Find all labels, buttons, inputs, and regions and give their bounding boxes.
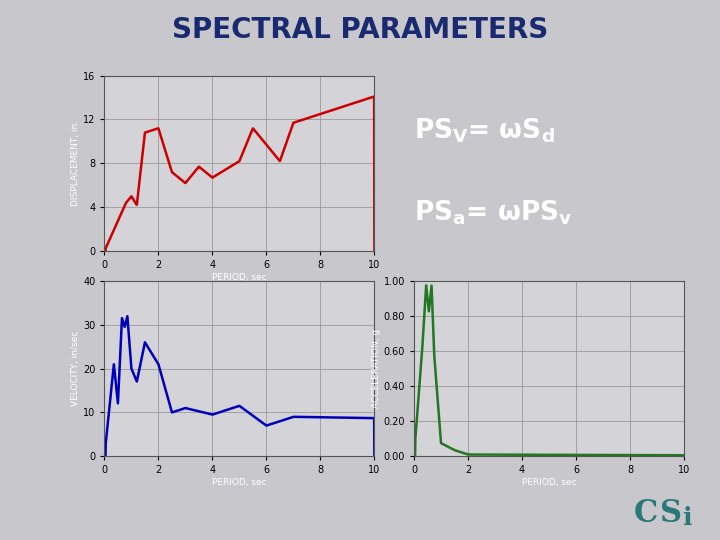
X-axis label: PERIOD, sec: PERIOD, sec bbox=[212, 478, 266, 487]
Y-axis label: DISPLACEMENT, in.: DISPLACEMENT, in. bbox=[71, 120, 80, 206]
X-axis label: PERIOD, sec: PERIOD, sec bbox=[522, 478, 576, 487]
Text: SPECTRAL PARAMETERS: SPECTRAL PARAMETERS bbox=[172, 16, 548, 44]
Text: C: C bbox=[634, 497, 658, 529]
Text: S: S bbox=[660, 497, 682, 529]
Text: Nonlinear Analysis & Performance Based Design: Nonlinear Analysis & Performance Based D… bbox=[122, 505, 425, 518]
Text: i: i bbox=[683, 507, 692, 530]
Text: PS$_\mathbf{a}$= $\mathbf{\omega}$PS$_\mathbf{v}$: PS$_\mathbf{a}$= $\mathbf{\omega}$PS$_\m… bbox=[414, 198, 572, 227]
Y-axis label: VELOCITY, in/sec: VELOCITY, in/sec bbox=[71, 331, 80, 406]
Y-axis label: ACCELERATION, g: ACCELERATION, g bbox=[372, 329, 381, 408]
Text: PS$_\mathbf{V}$= $\mathbf{\omega}$S$_\mathbf{d}$: PS$_\mathbf{V}$= $\mathbf{\omega}$S$_\ma… bbox=[414, 116, 555, 145]
X-axis label: PERIOD, sec: PERIOD, sec bbox=[212, 273, 266, 282]
